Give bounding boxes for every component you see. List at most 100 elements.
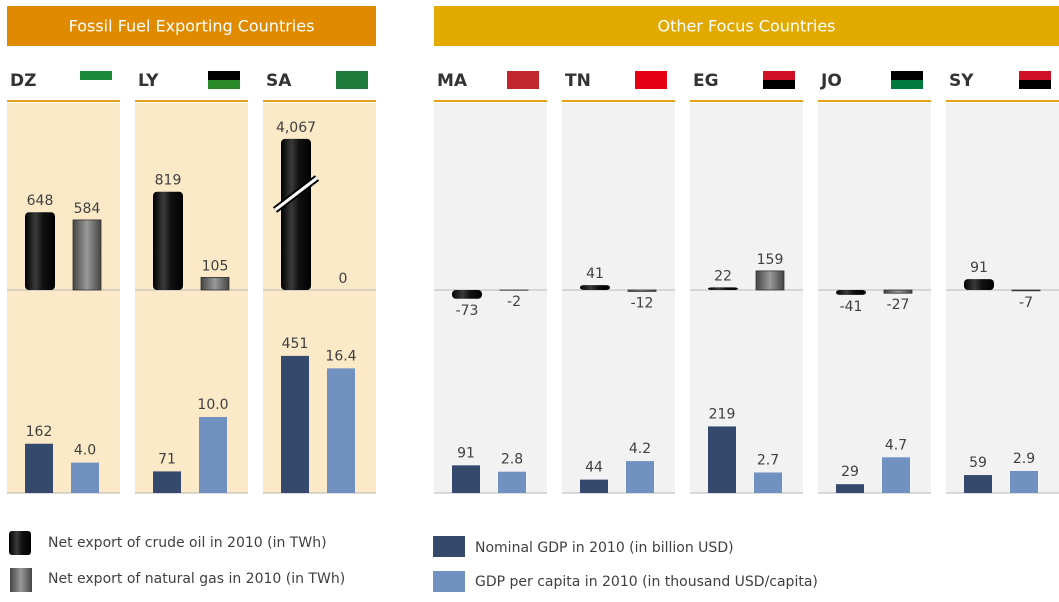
bar [153,471,181,493]
flag [507,71,539,80]
value-label: 91 [457,445,475,461]
gas-bar [1011,289,1041,292]
flag [336,80,368,89]
country-label: SA [266,71,292,91]
bar [836,484,864,493]
value-label: -2 [507,294,521,310]
value-label: 41 [586,266,604,282]
flag [208,80,240,89]
value-label: 4,067 [276,120,316,136]
column-bg [135,103,248,493]
value-label: 2.7 [757,452,779,468]
bar [882,457,910,493]
legend-gas-icon [10,568,32,592]
flag [891,80,923,89]
value-label: 159 [757,252,784,268]
gas-bar [627,289,657,292]
flag [891,71,923,80]
flag [336,71,368,80]
legend-swatch [433,571,465,592]
oil-barrel-bar [452,290,482,299]
legend-label: Net export of crude oil in 2010 (in TWh) [48,535,327,551]
value-label: -27 [887,297,910,313]
value-label: 2.9 [1013,451,1035,467]
value-label: 648 [27,193,54,209]
country-label: MA [437,71,468,91]
column-bg [690,103,803,493]
column-bg [818,103,931,493]
country-label: TN [565,71,591,91]
flag [1019,80,1051,89]
bar [754,472,782,493]
legend-label: GDP per capita in 2010 (in thousand USD/… [475,574,818,590]
flag [80,80,112,89]
group-header [7,6,376,46]
country-label: LY [138,71,159,91]
value-label: 2.8 [501,452,523,468]
legend-oil-icon [9,531,31,555]
bar [1010,470,1038,493]
bar [498,471,526,493]
value-label: 16.4 [325,348,356,364]
bar [580,479,608,493]
group-title: Other Focus Countries [657,17,835,36]
oil-barrel-bar [153,191,183,290]
value-label: 44 [585,460,603,476]
value-label: 162 [26,424,53,440]
legend-label: Net export of natural gas in 2010 (in TW… [48,571,345,587]
value-label: 22 [714,268,732,284]
axis-break [274,176,318,212]
value-label: -41 [840,299,863,315]
flag [763,71,795,80]
value-label: 4.0 [74,443,96,459]
legend-swatch [433,536,465,557]
value-label: 451 [282,336,309,352]
flag [763,80,795,89]
value-label: 219 [709,406,736,422]
flag [635,71,667,80]
column-bg [7,103,120,493]
bar [708,426,736,493]
oil-barrel-bar [836,290,866,295]
oil-barrel-bar [708,287,738,290]
gas-bar [883,289,913,294]
value-label: 584 [74,201,101,217]
value-label: 0 [339,271,348,287]
value-label: 10.0 [197,397,228,413]
flag [80,71,112,80]
bar [71,462,99,493]
country-label: DZ [10,71,36,91]
country-label: JO [820,71,842,91]
oil-barrel-bar [25,212,55,290]
group-title: Fossil Fuel Exporting Countries [69,17,315,36]
value-label: 71 [158,451,176,467]
flag [507,80,539,89]
flag [208,71,240,80]
flag [1019,71,1051,80]
value-label: 105 [202,258,229,274]
bar [199,417,227,493]
value-label: -73 [456,303,479,319]
flag [635,80,667,89]
value-label: -7 [1019,295,1033,311]
bar [327,368,355,493]
column-bg [946,103,1059,493]
column-bg [263,103,376,493]
oil-barrel-bar [281,138,311,290]
value-label: -12 [631,295,654,311]
oil-barrel-bar [580,285,610,290]
country-label: EG [693,71,719,91]
bar [626,461,654,493]
bar [281,355,309,493]
bar [964,475,992,493]
gas-bar [200,276,230,291]
value-label: 59 [969,455,987,471]
value-label: 4.2 [629,441,651,457]
value-label: 29 [841,464,859,480]
gas-bar [755,270,785,291]
value-label: 91 [970,260,988,276]
oil-barrel-bar [964,279,994,290]
value-label: 819 [155,173,182,189]
value-label: 4.7 [885,437,907,453]
